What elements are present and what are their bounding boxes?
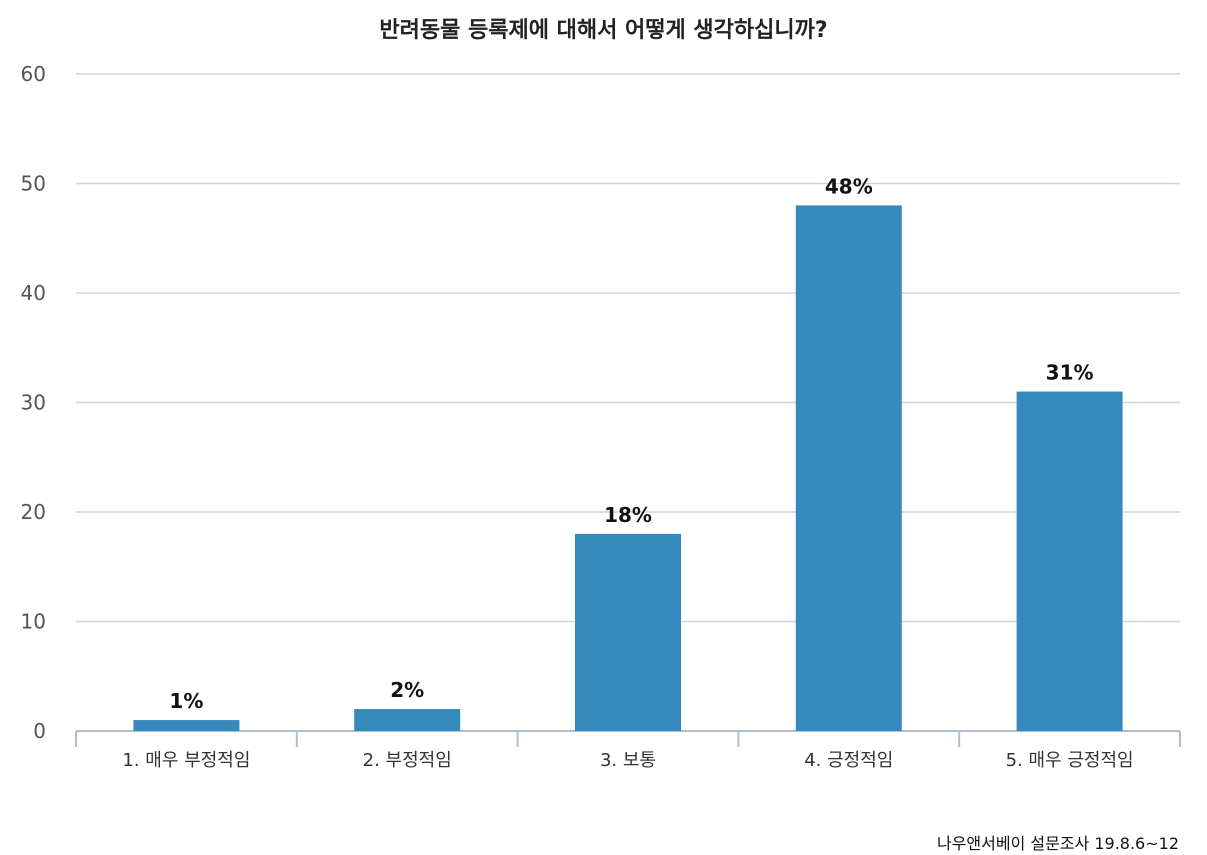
y-tick-label: 10 bbox=[21, 610, 46, 634]
data-label: 1% bbox=[169, 689, 203, 713]
bar bbox=[575, 533, 681, 731]
y-tick-label: 50 bbox=[21, 172, 46, 196]
data-label: 18% bbox=[604, 503, 652, 527]
y-tick-label: 60 bbox=[21, 62, 46, 86]
data-label: 31% bbox=[1046, 361, 1094, 385]
bar bbox=[1016, 391, 1123, 731]
category-label: 4. 긍정적임 bbox=[804, 750, 893, 771]
category-label: 2. 부정적임 bbox=[363, 750, 452, 771]
chart-title: 반려동물 등록제에 대해서 어떻게 생각하십니까? bbox=[379, 18, 828, 43]
bar bbox=[354, 709, 461, 731]
bar bbox=[133, 720, 240, 731]
y-tick-label: 0 bbox=[33, 719, 46, 743]
category-label: 3. 보통 bbox=[600, 750, 656, 771]
data-label: 2% bbox=[390, 678, 424, 702]
y-tick-label: 30 bbox=[21, 391, 46, 415]
data-label: 48% bbox=[825, 174, 873, 198]
y-tick-label: 20 bbox=[21, 500, 46, 524]
y-tick-label: 40 bbox=[21, 281, 46, 305]
bar bbox=[795, 205, 902, 731]
category-label: 5. 매우 긍정적임 bbox=[1006, 750, 1134, 771]
category-label: 1. 매우 부정적임 bbox=[122, 750, 250, 771]
source-note: 나우앤서베이 설문조사 19.8.6~12 bbox=[936, 834, 1179, 853]
